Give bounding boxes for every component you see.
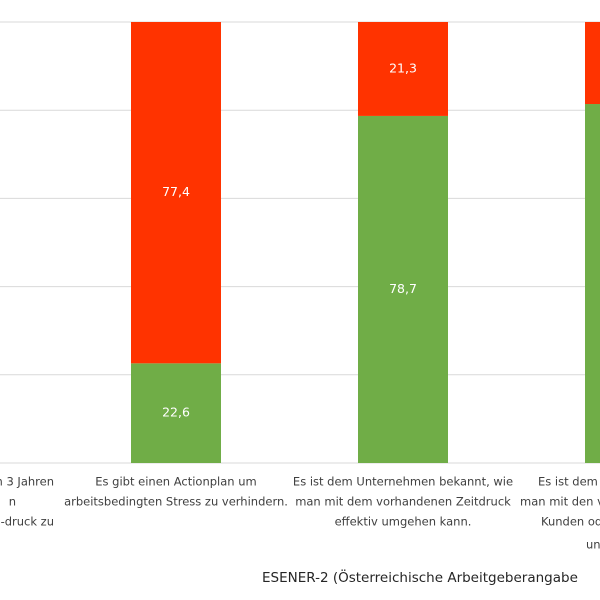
x-tick-label: man mit dem vorhandenen Zeitdruck [295, 495, 511, 509]
bar-segment [585, 22, 600, 105]
data-label: 21,3 [389, 60, 417, 75]
x-tick-label: Kunden od [541, 515, 600, 529]
source: ESENER-2 (Österreichische Arbeitgeberang… [262, 568, 578, 586]
bar-segment [358, 115, 448, 464]
data-label: 77,4 [162, 184, 190, 199]
data-label: 22,6 [162, 405, 190, 420]
bar-segment [131, 363, 221, 463]
x-tick-label: n [9, 495, 16, 509]
x-tick-label: arbeitsbedingten Stress zu verhindern. [64, 495, 288, 509]
bar-segment [358, 22, 448, 116]
x-tick-label: Es gibt einen Actionplan um [95, 475, 256, 489]
x-tick-label: n 3 Jahren [0, 475, 54, 489]
x-tick-label: Es ist dem Un [538, 475, 600, 489]
data-label: 78,7 [389, 281, 417, 296]
x-tick-label: effektiv umgehen kann. [335, 515, 472, 529]
x-tick-label: un [586, 538, 600, 552]
bar-segment [585, 104, 600, 463]
x-tick-label: man mit den v [520, 495, 600, 509]
x-tick-label: -druck zu [1, 515, 54, 529]
x-tick-label: Es ist dem Unternehmen bekannt, wie [293, 475, 513, 489]
bar-segment [131, 22, 221, 364]
